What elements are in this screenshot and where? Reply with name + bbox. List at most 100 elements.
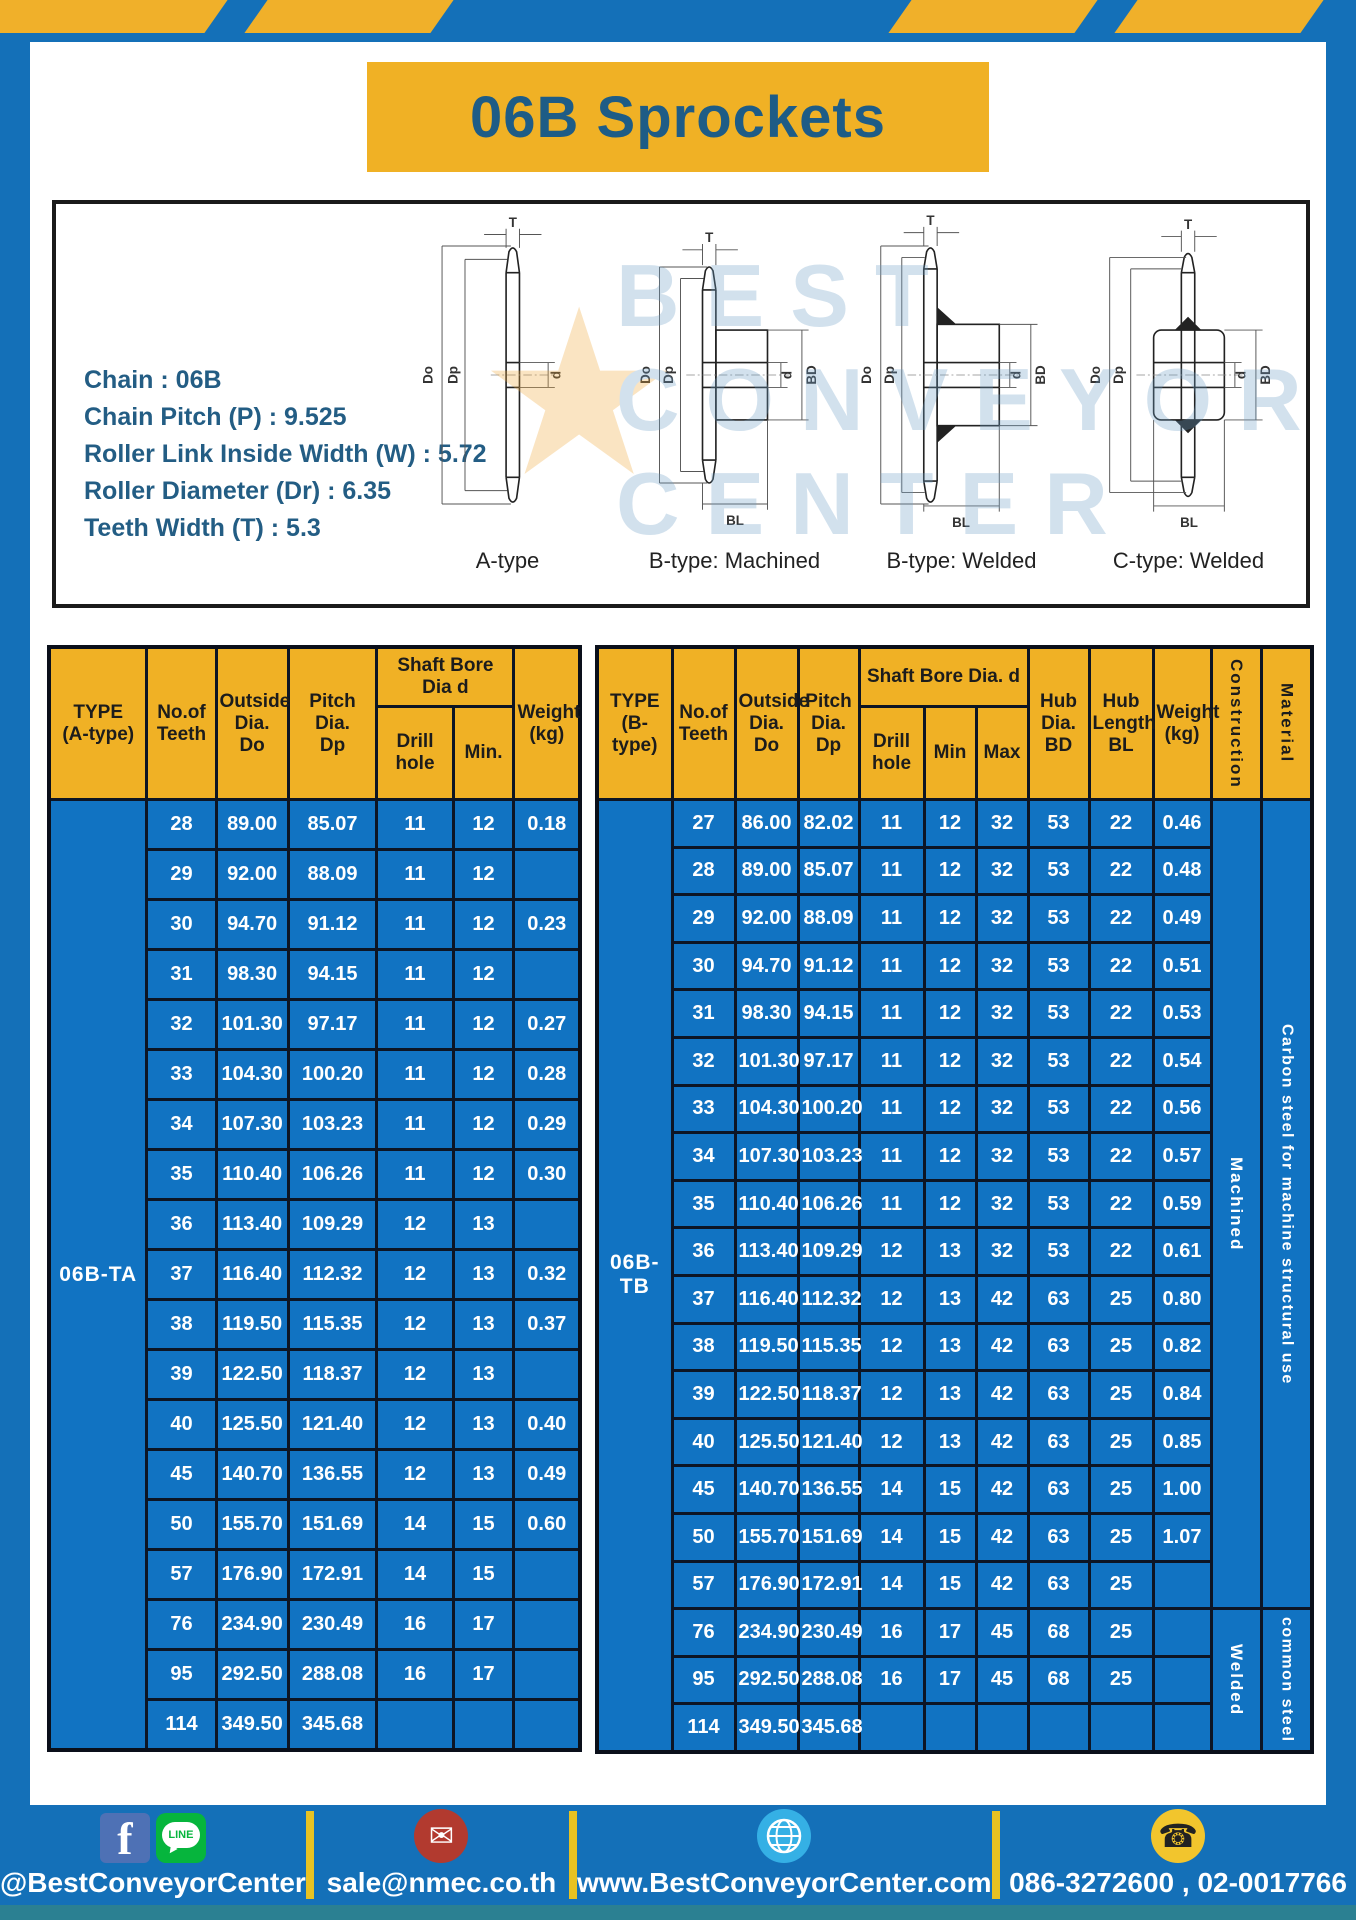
table-cell: 17 bbox=[451, 1598, 516, 1651]
table-cell bbox=[512, 1648, 582, 1701]
table-cell: 106.26 bbox=[286, 1148, 379, 1201]
table-cell: 31 bbox=[670, 988, 737, 1039]
table-cell: 0.49 bbox=[1151, 893, 1213, 944]
table-cell: 17 bbox=[451, 1648, 516, 1701]
footer-phone[interactable]: ☎ 086-3272600 , 02-0017766 bbox=[1000, 1805, 1356, 1905]
table-row: 31 98.30 94.15 11 12 bbox=[49, 948, 582, 1001]
table-cell: 32 bbox=[974, 845, 1030, 897]
header-max: Max bbox=[974, 705, 1030, 801]
table-cell: 0.56 bbox=[1151, 1083, 1213, 1135]
table-cell: 36 bbox=[145, 1198, 218, 1251]
table-cell: 0.40 bbox=[512, 1398, 582, 1451]
spec-line: Roller Link Inside Width (W) : 5.72 bbox=[84, 440, 487, 468]
table-cell: 68 bbox=[1026, 1654, 1091, 1706]
dim-label-t: T bbox=[1183, 217, 1192, 232]
header-pitch-dia: Pitch Dia. Dp bbox=[286, 645, 379, 801]
table-cell: 100.20 bbox=[286, 1048, 379, 1101]
table-cell: 12 bbox=[451, 1048, 516, 1101]
email-icon[interactable]: ✉ bbox=[414, 1809, 469, 1863]
table-row: 31 98.30 94.15 11 12 32 53 22 0.53 bbox=[597, 988, 1312, 1039]
table-row: 30 94.70 91.12 11 12 0.23 bbox=[49, 898, 582, 951]
table-cell: 15 bbox=[451, 1498, 516, 1551]
table-cell: 25 bbox=[1087, 1464, 1155, 1515]
table-cell: 121.40 bbox=[286, 1398, 379, 1451]
table-cell: 45 bbox=[974, 1607, 1030, 1658]
table-cell: 32 bbox=[974, 1178, 1030, 1230]
table-cell: 110.40 bbox=[733, 1178, 800, 1230]
phone-numbers[interactable]: 086-3272600 , 02-0017766 bbox=[1009, 1867, 1347, 1898]
header-min: Min bbox=[922, 705, 978, 801]
footer-social[interactable]: f LINE @BestConveyorCenter bbox=[0, 1805, 306, 1905]
table-cell bbox=[1151, 1654, 1213, 1706]
table-cell: 288.08 bbox=[286, 1648, 379, 1701]
table-cell: 76 bbox=[145, 1598, 218, 1651]
table-cell: 89.00 bbox=[733, 845, 800, 897]
table-cell: 34 bbox=[145, 1098, 218, 1151]
table-cell: 32 bbox=[974, 1131, 1030, 1182]
header-type: TYPE (A-type) bbox=[47, 645, 149, 801]
social-handle[interactable]: @BestConveyorCenter bbox=[0, 1867, 306, 1898]
table-cell: 11 bbox=[375, 798, 455, 851]
table-cell: 33 bbox=[145, 1048, 218, 1101]
table-cell: 97.17 bbox=[286, 998, 379, 1051]
email-address[interactable]: sale@nmec.co.th bbox=[326, 1867, 557, 1898]
table-cell: 125.50 bbox=[733, 1416, 800, 1468]
table-row: 40 125.50 121.40 12 13 0.40 bbox=[49, 1398, 582, 1451]
website-url[interactable]: www.BestConveyorCenter.com bbox=[577, 1867, 992, 1898]
table-row: 34 107.30 103.23 11 12 32 53 22 0.57 bbox=[597, 1131, 1312, 1182]
table-cell: 12 bbox=[375, 1198, 455, 1251]
table-cell: 176.90 bbox=[733, 1559, 800, 1611]
table-cell: 42 bbox=[974, 1416, 1030, 1468]
table-b-type-label: 06B-TB bbox=[595, 797, 674, 1754]
table-cell: 292.50 bbox=[733, 1654, 800, 1706]
footer-website[interactable]: www.BestConveyorCenter.com bbox=[577, 1805, 992, 1905]
table-cell: 12 bbox=[922, 988, 978, 1039]
table-row: 95 292.50 288.08 16 17 bbox=[49, 1648, 582, 1701]
table-row: 37 116.40 112.32 12 13 0.32 bbox=[49, 1248, 582, 1301]
dim-label-bd: BD bbox=[1033, 365, 1048, 385]
header-shaft-bore: Shaft Bore Dia d bbox=[375, 645, 516, 708]
table-row: 50 155.70 151.69 14 15 42 63 25 1.07 bbox=[597, 1511, 1312, 1563]
footer-email[interactable]: ✉ sale@nmec.co.th bbox=[314, 1805, 568, 1905]
table-cell: 57 bbox=[670, 1559, 737, 1611]
table-cell: 22 bbox=[1087, 1131, 1155, 1182]
table-cell: 31 bbox=[145, 948, 218, 1001]
globe-icon[interactable] bbox=[757, 1809, 812, 1863]
top-hazard-bar bbox=[0, 0, 1356, 42]
footer-contact-bar: f LINE @BestConveyorCenter ✉ sale@nmec.c… bbox=[0, 1805, 1356, 1905]
chain-specs: Chain : 06B Chain Pitch (P) : 9.525 Roller… bbox=[84, 362, 487, 547]
table-cell: 85.07 bbox=[286, 798, 379, 851]
table-cell bbox=[1151, 1559, 1213, 1611]
table-cell: 25 bbox=[1087, 1607, 1155, 1658]
table-cell: 63 bbox=[1026, 1416, 1091, 1468]
table-cell: 155.70 bbox=[214, 1498, 290, 1551]
table-cell: 30 bbox=[145, 898, 218, 951]
table-cell: 110.40 bbox=[214, 1148, 290, 1201]
table-cell: 53 bbox=[1026, 1083, 1091, 1135]
table-cell: 11 bbox=[375, 1148, 455, 1201]
table-cell: 45 bbox=[670, 1464, 737, 1515]
phone-icon[interactable]: ☎ bbox=[1151, 1809, 1205, 1863]
table-cell: 106.26 bbox=[796, 1178, 863, 1230]
header-teeth: No.of Teeth bbox=[670, 645, 737, 801]
table-cell: 53 bbox=[1026, 1178, 1091, 1230]
table-cell: 13 bbox=[922, 1369, 978, 1420]
facebook-icon[interactable]: f bbox=[99, 1813, 150, 1863]
table-cell: 11 bbox=[857, 1131, 926, 1182]
table-cell: 101.30 bbox=[214, 998, 290, 1051]
table-cell: 103.23 bbox=[286, 1098, 379, 1151]
dim-label-do: Do bbox=[1088, 366, 1103, 384]
table-a-type: TYPE (A-type) No.of Teeth Outside Dia. D… bbox=[47, 645, 582, 1752]
table-cell: 12 bbox=[375, 1248, 455, 1301]
construction-value: Welded bbox=[1209, 1607, 1263, 1754]
table-cell: 122.50 bbox=[733, 1369, 800, 1420]
table-cell: 14 bbox=[857, 1511, 926, 1563]
line-icon[interactable]: LINE bbox=[155, 1813, 206, 1863]
table-cell: 32 bbox=[974, 1226, 1030, 1277]
table-cell: 63 bbox=[1026, 1369, 1091, 1420]
table-cell: 12 bbox=[857, 1226, 926, 1277]
table-cell bbox=[857, 1702, 926, 1754]
table-cell: 29 bbox=[670, 893, 737, 944]
table-row: 29 92.00 88.09 11 12 bbox=[49, 848, 582, 901]
dim-label-bd: BD bbox=[804, 365, 819, 385]
